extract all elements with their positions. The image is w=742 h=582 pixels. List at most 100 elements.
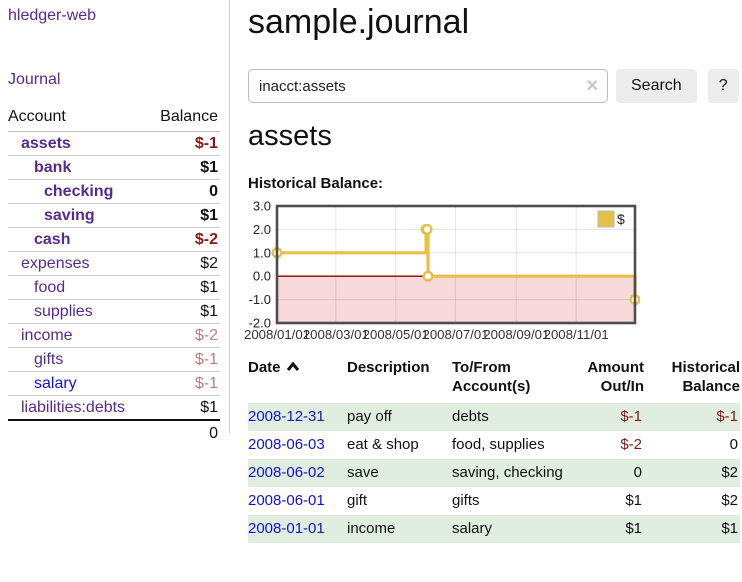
legend-swatch	[597, 210, 615, 228]
help-button[interactable]: ?	[707, 69, 739, 103]
transaction-description: eat & shop	[347, 436, 419, 453]
account-link[interactable]: supplies	[34, 303, 93, 320]
register-row: 2008-06-02 save saving, checking 0 $2	[248, 459, 740, 487]
register-row: 2008-06-03 eat & shop food, supplies $-2 0	[248, 431, 740, 459]
account-row: saving $1	[8, 203, 220, 228]
chart-title: Historical Balance:	[248, 175, 384, 192]
plot-border	[275, 204, 637, 325]
account-balance: $-1	[148, 347, 220, 372]
clear-search-icon[interactable]: ✕	[585, 78, 599, 95]
accounts-header-balance: Balance	[148, 106, 220, 132]
transaction-amount: $-2	[620, 436, 642, 453]
register-row: 2008-01-01 income salary $1 $1	[248, 515, 740, 543]
sort-ascending-icon	[286, 358, 300, 377]
account-row: liabilities:debts $1	[8, 395, 220, 421]
transaction-balance: 0	[729, 436, 738, 453]
transaction-amount: $-1	[564, 403, 644, 431]
account-link[interactable]: saving	[44, 207, 95, 224]
transaction-accounts: food, supplies	[452, 436, 545, 453]
register-row: 2008-12-31 pay off debts $-1 $-1	[248, 403, 740, 431]
transaction-date-link[interactable]: 2008-06-03	[248, 436, 325, 453]
transaction-accounts: debts	[452, 403, 564, 431]
transaction-accounts: gifts	[452, 492, 480, 509]
account-balance: $1	[148, 299, 220, 324]
transaction-description: gift	[347, 492, 368, 509]
account-link[interactable]: gifts	[34, 351, 64, 368]
account-link[interactable]: salary	[34, 375, 77, 392]
register-header-amount: Amount Out/In	[587, 359, 644, 395]
transaction-balance: $2	[644, 459, 740, 487]
negative-region	[277, 276, 635, 323]
account-balance: $-1	[148, 371, 220, 396]
transaction-date-link[interactable]: 2008-06-01	[248, 492, 325, 509]
y-tick-label: -2.0	[249, 316, 271, 331]
account-balance: $-1	[148, 131, 220, 156]
y-tick-label: 1.0	[253, 245, 271, 260]
account-link[interactable]: liabilities:debts	[21, 399, 126, 416]
transaction-date-link[interactable]: 2008-01-01	[248, 520, 325, 537]
page-title: sample.journal	[248, 3, 470, 41]
transaction-amount: $1	[564, 515, 644, 543]
account-row: expenses $2	[8, 251, 220, 276]
accounts-total-row: 0	[8, 419, 220, 445]
brand-link[interactable]: hledger-web	[8, 7, 97, 24]
accounts-header-row: Account Balance	[8, 106, 220, 132]
transaction-amount: 0	[564, 459, 644, 487]
account-balance: $1	[148, 203, 220, 228]
legend-label: $	[617, 211, 625, 227]
register-header-description: Description	[347, 359, 430, 376]
account-balance: 0	[148, 179, 220, 204]
account-row: food $1	[8, 275, 220, 300]
account-link[interactable]: income	[21, 327, 73, 344]
x-tick-label: 2008/03/01	[303, 327, 369, 342]
account-balance: $2	[148, 251, 220, 276]
search-box: ✕	[248, 69, 608, 103]
account-balance: $1	[148, 275, 220, 300]
register-table: Date Description To/From Account(s) Amou…	[248, 358, 740, 543]
register-body: 2008-12-31 pay off debts $-1 $-1 2008-06-03 ea…	[248, 403, 740, 543]
accounts-total-balance: 0	[148, 419, 220, 445]
transaction-balance: $1	[644, 515, 740, 543]
register-header-accounts: To/From Account(s)	[452, 359, 531, 395]
account-row: gifts $-1	[8, 347, 220, 372]
register-row: 2008-06-01 gift gifts $1 $2	[248, 487, 740, 515]
x-tick-label: 2008/05/01	[363, 327, 429, 342]
transaction-date-link[interactable]: 2008-12-31	[248, 408, 325, 425]
account-heading: assets	[248, 120, 332, 152]
accounts-table: Account Balance assets $-1 bank $1 checking 0…	[8, 106, 220, 445]
account-link[interactable]: cash	[34, 231, 71, 248]
register-header-date[interactable]: Date	[248, 358, 347, 403]
account-row: cash $-2	[8, 227, 220, 252]
transaction-description: pay off	[347, 403, 452, 431]
register-header-row: Date Description To/From Account(s) Amou…	[248, 358, 740, 403]
account-row: assets $-1	[8, 131, 220, 156]
transaction-amount: $1	[625, 492, 642, 509]
account-link[interactable]: checking	[44, 183, 114, 200]
data-point[interactable]	[421, 223, 433, 235]
register-header-balance: Historical Balance	[671, 359, 740, 395]
y-tick-label: 0.0	[253, 269, 271, 284]
transaction-accounts: salary	[452, 515, 564, 543]
account-row: checking 0	[8, 179, 220, 204]
x-tick-label: 2008/11/01	[544, 327, 609, 342]
transaction-accounts: saving, checking	[452, 459, 564, 487]
journal-link[interactable]: Journal	[8, 71, 61, 88]
x-tick-label: 2008/01/01	[244, 327, 310, 342]
x-tick-label: 2008/09/01	[483, 327, 549, 342]
y-tick-label: 3.0	[253, 201, 271, 214]
account-link[interactable]: expenses	[21, 255, 90, 272]
transaction-date-link[interactable]: 2008-06-02	[248, 464, 325, 481]
x-tick-label: 2008/07/01	[423, 327, 489, 342]
account-link[interactable]: bank	[34, 159, 72, 176]
balance-chart: $3.0 2.0 1.0 0.0 -1.0 -2.02008/01/012008/03/0…	[244, 201, 640, 342]
data-point[interactable]	[422, 270, 434, 282]
account-link[interactable]: assets	[21, 135, 71, 152]
search-button[interactable]: Search	[616, 69, 697, 103]
sidebar: hledger-web Journal Account Balance asse…	[0, 0, 230, 445]
search-input[interactable]	[248, 69, 608, 103]
page: hledger-web Journal Account Balance asse…	[0, 0, 740, 543]
account-link[interactable]: food	[34, 279, 66, 296]
account-balance: $1	[148, 395, 220, 421]
accounts-header-account: Account	[8, 106, 149, 132]
account-balance: $-2	[148, 323, 220, 348]
